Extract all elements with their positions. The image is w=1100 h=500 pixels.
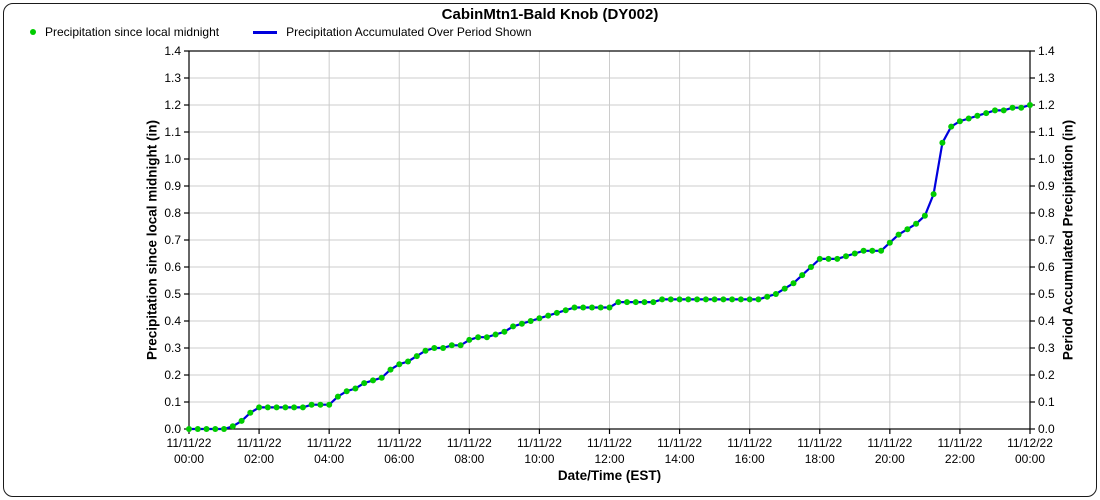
svg-text:00:00: 00:00 [1015, 452, 1045, 466]
chart-outer-border [3, 3, 1097, 497]
svg-text:0.2: 0.2 [164, 368, 181, 382]
legend-item-since-midnight: Precipitation since local midnight [30, 25, 219, 39]
legend-label-since-midnight: Precipitation since local midnight [45, 25, 220, 39]
svg-text:0.4: 0.4 [1038, 314, 1055, 328]
y-axis-ticks: 0.0 0.0 0.1 0.1 0.2 0.2 0.3 0.3 0.4 0.4 0.5 0.5 0.6 0… [164, 44, 1055, 436]
svg-text:11/11/22: 11/11/22 [867, 436, 912, 450]
svg-text:1.2: 1.2 [164, 98, 181, 112]
svg-text:1.1: 1.1 [164, 125, 181, 139]
svg-text:20:00: 20:00 [875, 452, 905, 466]
svg-text:1.3: 1.3 [1038, 71, 1055, 85]
svg-text:0.9: 0.9 [164, 179, 181, 193]
svg-text:1.4: 1.4 [1038, 44, 1055, 58]
green-dot-marker-icon [30, 29, 36, 35]
svg-text:10:00: 10:00 [524, 452, 554, 466]
gridlines [189, 51, 1030, 429]
svg-text:0.1: 0.1 [164, 395, 181, 409]
svg-text:14:00: 14:00 [665, 452, 695, 466]
svg-text:04:00: 04:00 [314, 452, 344, 466]
svg-text:1.2: 1.2 [1038, 98, 1055, 112]
svg-text:1.1: 1.1 [1038, 125, 1055, 139]
svg-text:0.6: 0.6 [164, 260, 181, 274]
svg-text:0.8: 0.8 [1038, 206, 1055, 220]
svg-text:1.3: 1.3 [164, 71, 181, 85]
svg-text:11/11/22: 11/11/22 [797, 436, 842, 450]
svg-text:12:00: 12:00 [594, 452, 624, 466]
svg-text:0.5: 0.5 [164, 287, 181, 301]
svg-text:0.1: 0.1 [1038, 395, 1055, 409]
svg-text:1.0: 1.0 [164, 152, 181, 166]
svg-text:11/11/22: 11/11/22 [237, 436, 282, 450]
svg-text:0.0: 0.0 [1038, 422, 1055, 436]
svg-text:16:00: 16:00 [735, 452, 765, 466]
svg-text:0.5: 0.5 [1038, 287, 1055, 301]
svg-text:0.6: 0.6 [1038, 260, 1055, 274]
x-axis-ticks: 11/11/22 00:00 11/11/22 02:00 11/11/22 04:00 1… [167, 429, 1053, 466]
svg-text:11/11/22: 11/11/22 [447, 436, 492, 450]
svg-text:11/12/22: 11/12/22 [1007, 436, 1053, 450]
svg-text:0.7: 0.7 [164, 233, 181, 247]
svg-text:0.9: 0.9 [1038, 179, 1055, 193]
svg-text:11/11/22: 11/11/22 [307, 436, 352, 450]
svg-text:0.8: 0.8 [164, 206, 181, 220]
chart-title: CabinMtn1-Bald Knob (DY002) [441, 6, 659, 23]
svg-text:1.0: 1.0 [1038, 152, 1055, 166]
svg-text:02:00: 02:00 [244, 452, 274, 466]
svg-text:06:00: 06:00 [384, 452, 414, 466]
svg-text:00:00: 00:00 [174, 452, 204, 466]
svg-text:1.4: 1.4 [164, 44, 181, 58]
legend-item-accumulated: Precipitation Accumulated Over Period Sh… [253, 25, 532, 39]
blue-line-marker-icon [253, 30, 278, 34]
x-axis-title: Date/Time (EST) [557, 468, 662, 483]
legend-label-accumulated: Precipitation Accumulated Over Period Sh… [286, 25, 532, 39]
svg-text:22:00: 22:00 [945, 452, 975, 466]
svg-text:0.2: 0.2 [1038, 368, 1055, 382]
svg-text:11/11/22: 11/11/22 [937, 436, 982, 450]
since-midnight-dot-series [186, 102, 1033, 432]
legend: Precipitation since local midnight Preci… [30, 25, 532, 39]
svg-text:11/11/22: 11/11/22 [657, 436, 702, 450]
svg-text:0.0: 0.0 [164, 422, 181, 436]
svg-text:11/11/22: 11/11/22 [727, 436, 772, 450]
svg-text:18:00: 18:00 [805, 452, 835, 466]
svg-text:0.3: 0.3 [1038, 341, 1055, 355]
svg-text:11/11/22: 11/11/22 [517, 436, 562, 450]
svg-text:11/11/22: 11/11/22 [587, 436, 632, 450]
svg-text:0.3: 0.3 [164, 341, 181, 355]
svg-text:0.4: 0.4 [164, 314, 181, 328]
svg-text:11/11/22: 11/11/22 [377, 436, 422, 450]
svg-text:0.7: 0.7 [1038, 233, 1055, 247]
svg-text:08:00: 08:00 [454, 452, 484, 466]
svg-text:11/11/22: 11/11/22 [167, 436, 212, 450]
